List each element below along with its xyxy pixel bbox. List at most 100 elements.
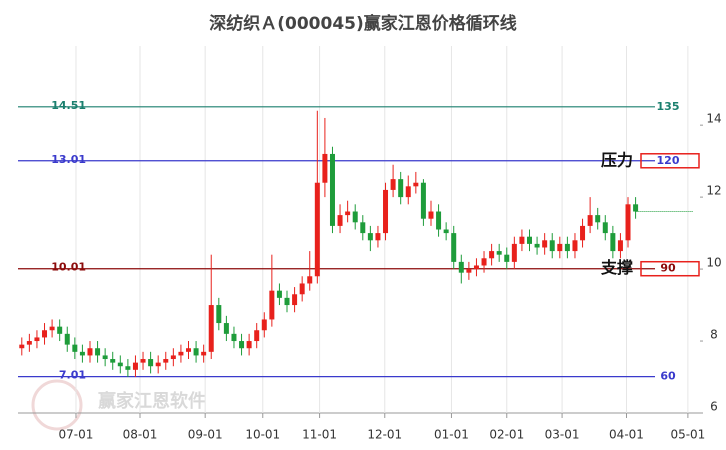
x-tick-label: 10-01 [245,428,280,442]
x-tick-label: 11-01 [302,428,337,442]
candle-body [610,233,616,252]
watermark-logo [31,379,83,431]
candle-body [79,351,85,356]
candle-body [87,348,93,356]
candle-body [216,305,222,324]
candle-body [246,341,252,349]
candle-body [269,290,275,320]
candle-body [542,240,548,248]
watermark: 赢家江恩软件 [98,390,206,412]
candle-body [307,276,313,284]
level-price: 10.01 [51,261,86,274]
candle-body [193,348,199,356]
candle-body [276,290,282,298]
candle-body [405,186,411,198]
x-tick-label: 01-01 [434,428,469,442]
level-cycle: 60 [660,370,676,383]
candle-body [223,323,229,334]
candle-body [489,251,495,259]
candle-body [383,189,389,234]
candle-body [337,215,343,226]
candle-body [519,236,525,244]
candle-body [436,211,442,230]
candle-body [549,240,555,252]
candle-body [352,211,358,223]
candle-body [443,229,449,234]
candle-body [140,359,146,363]
candle-body [201,351,207,356]
chart-title: 深纺织Ａ(000045)赢家江恩价格循环线 [209,13,517,34]
candle-body [473,265,479,270]
candle-body [148,359,154,367]
candle-body [284,297,290,306]
candle-body [367,233,373,241]
candle-body [534,243,540,248]
candle-body [375,233,381,241]
candle-body [420,182,426,219]
level-box [640,260,700,277]
x-tick-label: 05-01 [670,428,705,442]
x-tick-label: 08-01 [123,428,158,442]
candle-body [117,362,123,367]
x-tick-label: 09-01 [188,428,223,442]
candle-body [178,351,184,356]
candle-body [504,254,510,262]
candle-body [527,236,532,244]
candle-body [239,341,245,349]
candle-body [511,243,517,262]
candle-body [580,225,586,241]
candle-body [155,362,161,367]
candle-body [208,305,214,352]
level-annotation: 支撑 [600,258,633,277]
candle-body [360,222,366,234]
level-cycle: 120 [657,154,680,167]
candle-body [102,355,108,360]
candle-body [314,182,320,277]
candle-body [451,233,457,262]
candle-body [481,258,487,266]
x-tick-label: 07-01 [59,428,94,442]
candle-body [572,240,578,252]
candle-body [170,355,176,360]
candle-body [95,348,101,356]
candle-body [413,182,419,187]
candle-body [64,333,70,345]
level-price: 14.51 [51,99,86,112]
level-price: 7.01 [59,369,86,382]
candle-body [587,215,593,226]
candle-body [625,204,631,241]
candle-body [557,243,563,252]
candle-body [345,211,351,216]
candle-body [602,222,608,234]
candle-body [564,243,570,252]
candle-body [72,344,78,352]
candle-body [428,211,434,219]
y-tick-label: 12 [706,184,721,198]
candle-body [595,215,601,223]
candle-body [19,344,25,349]
x-tick-label: 12-01 [367,428,402,442]
candle-body [496,251,502,255]
level-annotation: 压力 [601,150,633,169]
x-tick-label: 02-01 [489,428,524,442]
candle-body [163,359,169,363]
candle-body [458,261,464,273]
candle-body [466,269,472,273]
y-tick-label: 6 [710,400,718,414]
candle-body [42,330,48,338]
candle-body [125,366,131,370]
candle-body [299,283,305,295]
candle-body [186,348,191,352]
candle-body [633,204,639,212]
candle-body [132,362,138,370]
candle-body [322,153,328,183]
y-tick-label: 14 [706,112,721,126]
candle-body [292,294,298,306]
candle-body [49,326,55,331]
candle-body [390,179,396,190]
candle-body [34,337,40,342]
candle-body [617,240,623,252]
x-tick-label: 03-01 [545,428,580,442]
candle-body [398,179,404,198]
